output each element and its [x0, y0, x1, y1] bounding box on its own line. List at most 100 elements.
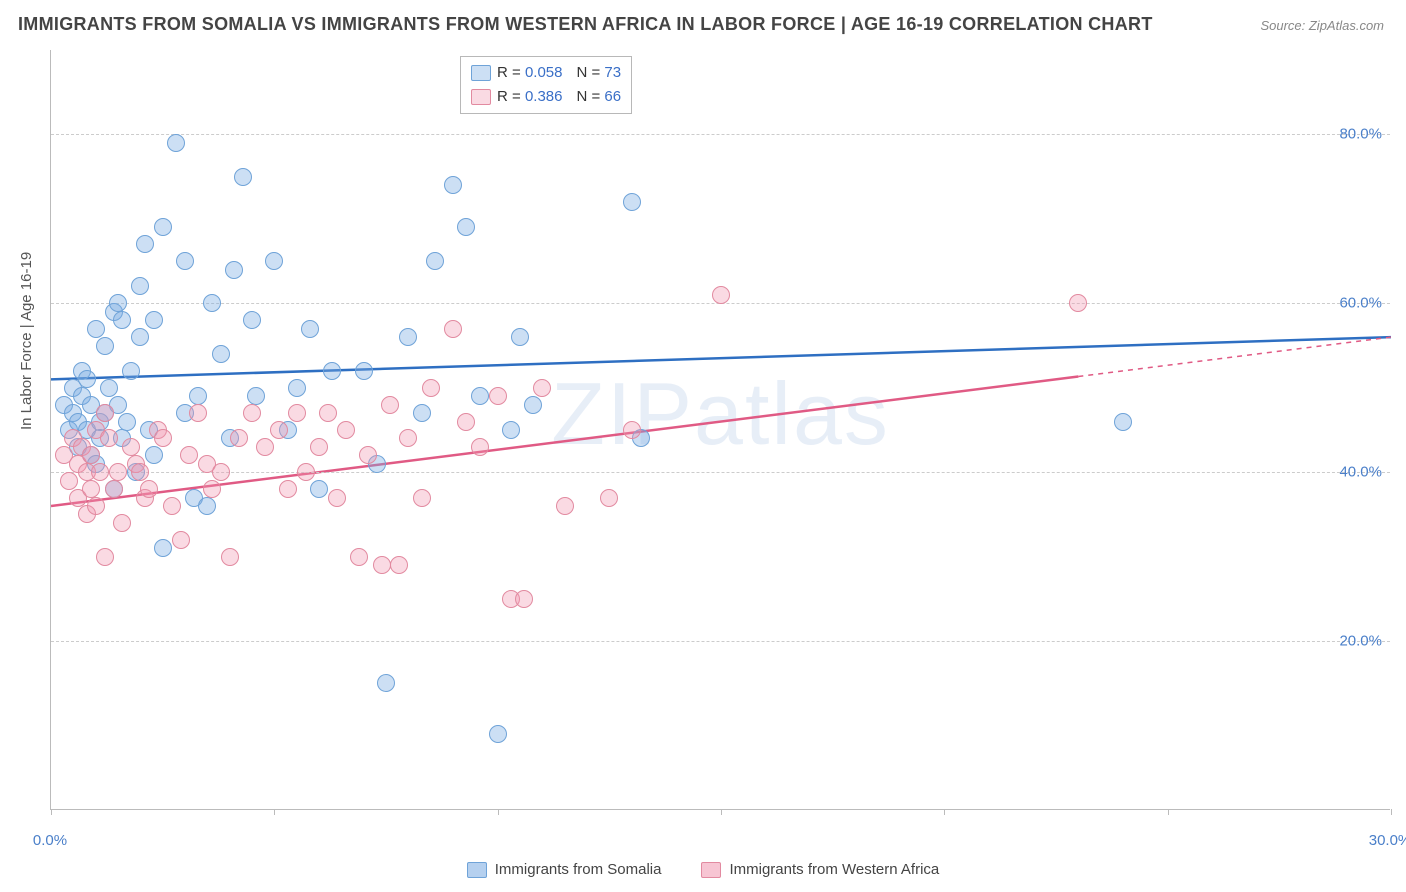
data-point — [136, 235, 154, 253]
data-point — [390, 556, 408, 574]
legend-row: R = 0.386N = 66 — [471, 85, 621, 109]
y-tick-label: 20.0% — [1339, 633, 1382, 650]
source-attribution: Source: ZipAtlas.com — [1260, 18, 1384, 33]
data-point — [399, 328, 417, 346]
data-point — [533, 379, 551, 397]
data-point — [1069, 294, 1087, 312]
watermark: ZIPatlas — [551, 363, 890, 465]
data-point — [444, 176, 462, 194]
legend-label: Immigrants from Western Africa — [729, 861, 939, 878]
legend-row: R = 0.058N = 73 — [471, 61, 621, 85]
data-point — [113, 311, 131, 329]
data-point — [230, 429, 248, 447]
data-point — [203, 294, 221, 312]
data-point — [96, 548, 114, 566]
data-point — [373, 556, 391, 574]
data-point — [122, 438, 140, 456]
data-point — [105, 480, 123, 498]
chart-title: IMMIGRANTS FROM SOMALIA VS IMMIGRANTS FR… — [18, 14, 1153, 35]
correlation-legend: R = 0.058N = 73R = 0.386N = 66 — [460, 56, 632, 114]
data-point — [167, 134, 185, 152]
legend-item: Immigrants from Somalia — [467, 861, 662, 878]
data-point — [413, 489, 431, 507]
data-point — [131, 277, 149, 295]
data-point — [212, 345, 230, 363]
data-point — [297, 463, 315, 481]
data-point — [471, 387, 489, 405]
y-tick-label: 60.0% — [1339, 295, 1382, 312]
data-point — [78, 370, 96, 388]
data-point — [310, 480, 328, 498]
data-point — [140, 480, 158, 498]
data-point — [96, 404, 114, 422]
data-point — [471, 438, 489, 456]
data-point — [145, 446, 163, 464]
data-point — [109, 463, 127, 481]
data-point — [243, 311, 261, 329]
x-tick — [721, 809, 722, 815]
data-point — [712, 286, 730, 304]
data-point — [310, 438, 328, 456]
data-point — [328, 489, 346, 507]
data-point — [113, 514, 131, 532]
data-point — [234, 168, 252, 186]
data-point — [323, 362, 341, 380]
data-point — [154, 218, 172, 236]
x-tick — [944, 809, 945, 815]
data-point — [91, 463, 109, 481]
data-point — [457, 218, 475, 236]
data-point — [180, 446, 198, 464]
data-point — [426, 252, 444, 270]
data-point — [399, 429, 417, 447]
regression-lines — [51, 50, 1391, 810]
data-point — [154, 429, 172, 447]
legend-swatch — [467, 862, 487, 878]
x-tick — [498, 809, 499, 815]
data-point — [337, 421, 355, 439]
plot-area: ZIPatlas 20.0%40.0%60.0%80.0% — [50, 50, 1390, 810]
data-point — [154, 539, 172, 557]
data-point — [82, 480, 100, 498]
data-point — [100, 429, 118, 447]
data-point — [444, 320, 462, 338]
data-point — [288, 379, 306, 397]
data-point — [87, 497, 105, 515]
data-point — [163, 497, 181, 515]
data-point — [422, 379, 440, 397]
x-tick — [274, 809, 275, 815]
data-point — [511, 328, 529, 346]
data-point — [359, 446, 377, 464]
x-tick — [1391, 809, 1392, 815]
legend-label: Immigrants from Somalia — [495, 861, 662, 878]
data-point — [109, 294, 127, 312]
series-legend: Immigrants from Somalia Immigrants from W… — [0, 861, 1406, 878]
data-point — [1114, 413, 1132, 431]
data-point — [279, 480, 297, 498]
data-point — [381, 396, 399, 414]
data-point — [413, 404, 431, 422]
data-point — [623, 421, 641, 439]
data-point — [623, 193, 641, 211]
data-point — [60, 472, 78, 490]
data-point — [270, 421, 288, 439]
data-point — [600, 489, 618, 507]
data-point — [172, 531, 190, 549]
legend-swatch — [701, 862, 721, 878]
data-point — [96, 337, 114, 355]
data-point — [176, 252, 194, 270]
data-point — [247, 387, 265, 405]
legend-text: R = 0.386N = 66 — [497, 85, 621, 109]
data-point — [515, 590, 533, 608]
data-point — [265, 252, 283, 270]
data-point — [189, 387, 207, 405]
y-axis-label: In Labor Force | Age 16-19 — [18, 252, 35, 430]
x-tick-label: 0.0% — [33, 832, 67, 849]
data-point — [288, 404, 306, 422]
legend-text: R = 0.058N = 73 — [497, 61, 621, 85]
data-point — [122, 362, 140, 380]
data-point — [243, 404, 261, 422]
data-point — [319, 404, 337, 422]
x-tick — [51, 809, 52, 815]
legend-item: Immigrants from Western Africa — [701, 861, 939, 878]
gridline — [51, 641, 1390, 642]
